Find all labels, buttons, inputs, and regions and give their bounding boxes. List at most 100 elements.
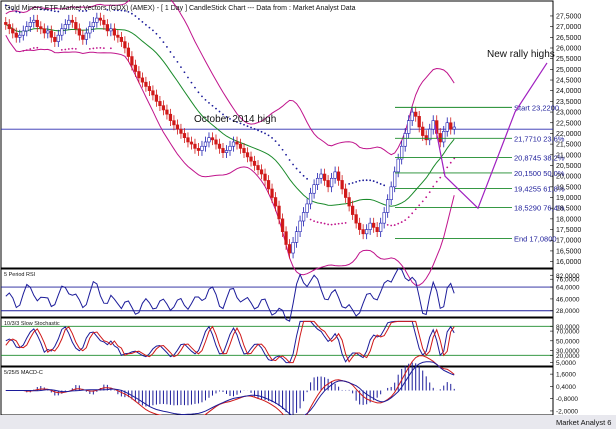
- main-panel: [0, 0, 554, 269]
- psar-dot: [218, 110, 221, 113]
- fib-label: 18,5290 76,4%: [514, 204, 565, 213]
- psar-dot: [348, 182, 351, 185]
- psar-dot: [432, 185, 435, 188]
- candle-body: [98, 17, 102, 21]
- psar-dot: [421, 200, 424, 203]
- osc-y-tick-label: 5,0000: [556, 360, 576, 367]
- psar-dot: [92, 47, 95, 50]
- psar-dot: [180, 66, 182, 69]
- psar-dot: [358, 179, 361, 182]
- osc-y-tick-label: 64,0000: [556, 285, 580, 292]
- main-y-tick-label: 17,0000: [556, 238, 581, 245]
- psar-dot: [64, 48, 67, 51]
- candle-body: [365, 229, 369, 235]
- main-y-tick-label: 19,0000: [556, 195, 581, 202]
- psar-dot: [411, 212, 414, 215]
- candle-body: [119, 37, 124, 42]
- candle-body: [25, 26, 29, 32]
- psar-dot: [50, 9, 53, 12]
- psar-dot: [74, 47, 77, 50]
- candle-body: [407, 120, 411, 134]
- osc-y-tick-label: 0,4000: [556, 384, 576, 391]
- main-y-tick-label: 18,5000: [556, 206, 581, 213]
- candle-body: [379, 222, 383, 232]
- candle-body: [154, 94, 159, 102]
- candle-body: [186, 137, 190, 143]
- psar-dot: [257, 129, 259, 132]
- candle-body: [266, 180, 271, 190]
- candle-body: [414, 111, 418, 117]
- osc-y-tick-label: 50,0000: [556, 338, 580, 345]
- main-y-tick-label: 16,0000: [556, 259, 581, 266]
- main-y-tick-label: 19,5000: [556, 184, 581, 191]
- psar-dot: [204, 98, 207, 101]
- psar-dot: [376, 181, 379, 184]
- candle-body: [417, 116, 421, 128]
- psar-dot: [285, 153, 287, 156]
- candle-body: [351, 205, 355, 215]
- candle-body: [242, 148, 246, 153]
- psar-dot: [449, 161, 452, 164]
- psar-dot: [148, 26, 151, 29]
- candle-body: [18, 34, 22, 38]
- psar-dot: [176, 60, 179, 63]
- candle-body: [133, 64, 138, 72]
- psar-dot: [446, 166, 449, 169]
- candle-body: [196, 148, 201, 151]
- candle-body: [207, 137, 211, 143]
- osc-y-tick-label: 30,0000: [556, 348, 580, 355]
- psar-dot: [453, 157, 456, 160]
- main-y-tick-label: 22,5000: [556, 120, 581, 127]
- candle-body: [21, 30, 25, 36]
- psar-dot: [278, 144, 280, 147]
- osc-y-tick-label: 70,0000: [556, 329, 580, 336]
- psar-dot: [418, 204, 421, 207]
- main-y-tick-label: 24,0000: [556, 88, 581, 95]
- psar-dot: [369, 179, 372, 182]
- psar-dot: [99, 46, 102, 49]
- main-y-tick-label: 25,0000: [556, 67, 581, 74]
- annotation-new-rally-highs: New rally highs: [487, 49, 555, 60]
- psar-dot: [113, 9, 116, 11]
- candle-body: [442, 130, 446, 143]
- stochastic-label: 10/3/3 Slow Stochastic: [4, 321, 60, 327]
- psar-dot: [439, 176, 442, 179]
- candle-body: [214, 139, 218, 145]
- psar-dot: [145, 23, 147, 26]
- psar-dot: [67, 48, 70, 50]
- candle-body: [235, 141, 239, 145]
- psar-dot: [393, 224, 396, 226]
- candle-body: [375, 227, 379, 232]
- candle-body: [322, 173, 327, 181]
- candle-body: [270, 188, 274, 198]
- candle-body: [56, 34, 60, 42]
- psar-dot: [36, 46, 39, 49]
- psar-dot: [22, 49, 25, 52]
- candle-body: [291, 242, 295, 254]
- candle-body: [343, 188, 348, 198]
- candle-body: [312, 184, 316, 194]
- candle-body: [182, 133, 187, 139]
- candle-body: [35, 19, 39, 27]
- bollinger-upper: [5, 0, 455, 156]
- psar-dot: [208, 101, 210, 104]
- fib-label: 20,1500 50,0%: [514, 169, 565, 178]
- candle-body: [140, 77, 145, 83]
- candle-body: [298, 220, 302, 232]
- psar-dot: [120, 9, 123, 12]
- candle-body: [179, 128, 183, 134]
- stochastic-panel: [0, 317, 554, 367]
- main-y-tick-label: 17,5000: [556, 227, 581, 234]
- candle-body: [294, 231, 299, 243]
- psar-dot: [173, 56, 175, 58]
- candle-body: [158, 101, 162, 106]
- rsi-label: 5 Period RSI: [4, 272, 36, 278]
- fib-label: End 17,0800: [514, 235, 557, 244]
- candle-body: [28, 22, 32, 27]
- candle-body: [189, 141, 194, 145]
- osc-y-tick-label: 20,0000: [556, 353, 580, 360]
- psar-dot: [288, 159, 291, 161]
- psar-dot: [292, 163, 294, 166]
- candle-body: [372, 222, 376, 228]
- candle-body: [361, 229, 365, 235]
